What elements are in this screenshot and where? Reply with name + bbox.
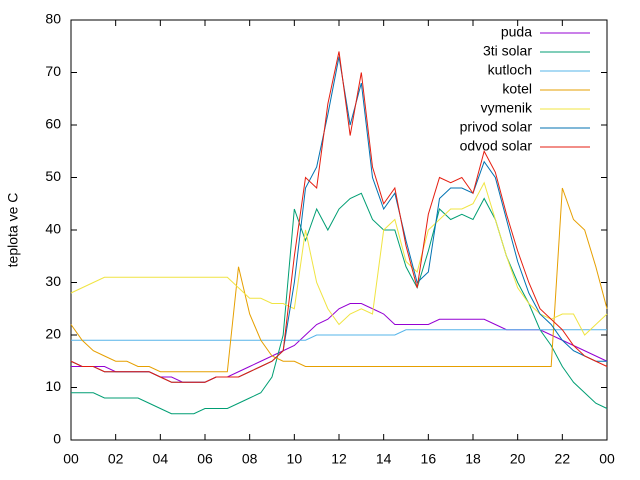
x-tick-label: 06 (197, 451, 213, 467)
x-tick-label: 00 (63, 451, 79, 467)
series-line (71, 192, 608, 415)
x-tick-label: 02 (108, 451, 124, 467)
x-tick-label: 20 (510, 451, 526, 467)
legend-label: kutloch (488, 62, 532, 78)
legend-label: kotel (502, 81, 532, 97)
series-line (71, 303, 608, 383)
y-tick-label: 80 (45, 11, 61, 27)
series-line (70, 51, 608, 383)
y-tick-label: 70 (45, 63, 61, 79)
y-tick-label: 30 (45, 273, 61, 289)
x-tick-label: 22 (555, 451, 571, 467)
x-tick-label: 10 (287, 451, 303, 467)
y-axis-label: teplota ve C (5, 193, 21, 268)
y-tick-label: 0 (53, 431, 61, 447)
y-tick-label: 20 (45, 326, 61, 342)
x-tick-label: 16 (421, 451, 437, 467)
legend-label: odvod solar (460, 138, 533, 154)
y-tick-label: 10 (45, 378, 61, 394)
legend-label: 3ti solar (483, 43, 532, 59)
series-line (70, 187, 608, 373)
legend-label: privod solar (460, 119, 533, 135)
y-tick-label: 50 (45, 168, 61, 184)
x-tick-label: 00 (599, 451, 615, 467)
x-tick-label: 04 (153, 451, 169, 467)
legend-label: vymenik (481, 100, 533, 116)
x-tick-label: 12 (331, 451, 347, 467)
series-line (71, 329, 607, 341)
y-tick-label: 40 (45, 221, 61, 237)
y-tick-label: 60 (45, 116, 61, 132)
x-tick-label: 08 (242, 451, 258, 467)
x-tick-label: 14 (376, 451, 392, 467)
series-line (70, 181, 608, 336)
legend-label: puda (501, 24, 532, 40)
x-tick-label: 18 (465, 451, 481, 467)
